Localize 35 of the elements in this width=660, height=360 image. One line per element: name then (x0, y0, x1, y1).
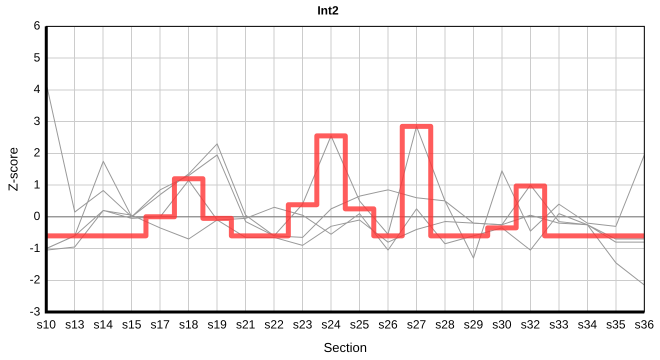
y-tick-label: 1 (34, 177, 41, 192)
x-tick-label: s23 (292, 318, 313, 332)
y-axis-title: Z-score (5, 147, 20, 192)
x-tick-label: s24 (321, 318, 342, 332)
x-tick-label: s32 (520, 318, 540, 332)
y-tick-label: 6 (34, 18, 41, 33)
x-tick-label: s35 (606, 318, 626, 332)
x-tick-label: s36 (634, 318, 654, 332)
x-tick-label: s21 (236, 318, 256, 332)
y-tick-label: -1 (30, 240, 41, 255)
y-tick-label: 0 (34, 209, 41, 224)
x-tick-label: s30 (492, 318, 512, 332)
x-tick-label: s28 (435, 318, 455, 332)
x-tick-label: s15 (122, 318, 142, 332)
y-tick-label: 2 (34, 146, 41, 160)
x-tick-label: s27 (406, 318, 426, 332)
x-tick-label: s22 (264, 318, 284, 332)
x-axis-title: Section (324, 340, 367, 355)
x-tick-label: s29 (464, 318, 484, 332)
x-tick-label: s26 (378, 318, 398, 332)
x-tick-label: s13 (65, 318, 85, 332)
chart-title: Int2 (317, 4, 339, 18)
x-tick-label: s25 (350, 318, 370, 332)
y-tick-label: 3 (34, 114, 41, 128)
y-tick-label: -3 (30, 304, 41, 318)
x-tick-label: s34 (578, 318, 598, 332)
x-tick-label: s10 (36, 318, 56, 332)
x-tick-label: s18 (178, 318, 199, 332)
x-tick-label: s14 (94, 318, 114, 332)
y-tick-label: 4 (34, 82, 41, 96)
y-tick-label: 5 (34, 50, 41, 64)
y-tick-label: -2 (30, 272, 41, 287)
x-tick-label: s17 (150, 318, 170, 332)
x-tick-label: s19 (207, 318, 228, 332)
x-tick-label: s33 (549, 318, 569, 332)
